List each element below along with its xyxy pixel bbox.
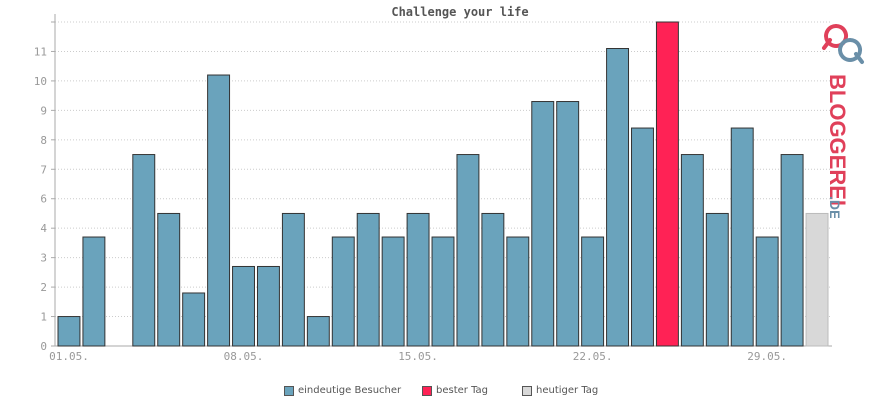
legend-label-today: heutiger Tag <box>536 385 599 396</box>
bar <box>381 236 405 347</box>
bar <box>306 316 330 347</box>
bar <box>132 154 156 347</box>
y-tick-label: 1 <box>40 311 47 324</box>
bar <box>331 236 355 347</box>
bar <box>631 127 654 347</box>
bar <box>680 154 704 347</box>
bar-today <box>805 212 829 347</box>
bloggerei-logo[interactable]: BLOGGEREI .DE <box>806 18 870 218</box>
y-tick-label: 10 <box>34 75 47 88</box>
bar <box>606 48 630 347</box>
x-tick-label: 15.05. <box>398 350 438 363</box>
bar <box>406 212 430 347</box>
bar <box>256 265 280 347</box>
bar <box>481 212 505 347</box>
legend-label-visitors: eindeutige Besucher <box>298 385 402 396</box>
legend-swatch-visitors <box>284 386 294 396</box>
bar <box>281 212 305 347</box>
y-tick-label: 8 <box>40 134 47 147</box>
bar <box>780 154 804 347</box>
bar <box>730 127 754 347</box>
x-tick-label: 22.05. <box>573 350 613 363</box>
x-tick-label: 08.05. <box>224 350 264 363</box>
y-tick-label: 3 <box>40 252 47 265</box>
legend-swatch-today <box>522 386 532 396</box>
bar <box>755 236 779 347</box>
bloggerei-logo-icon <box>822 24 864 64</box>
legend: eindeutige Besucher bester Tag heutiger … <box>0 384 870 398</box>
bar <box>456 154 480 347</box>
bar <box>705 212 729 347</box>
chart-title: Challenge your life <box>391 5 528 19</box>
x-tick-labels: 01.05. 08.05. 15.05. 22.05. 29.05. <box>49 350 787 363</box>
legend-swatch-best <box>422 386 432 396</box>
bar <box>506 236 530 347</box>
bar-best-day <box>655 21 679 347</box>
bar <box>57 316 81 347</box>
bar <box>431 236 455 347</box>
bars <box>57 21 829 347</box>
legend-item-best: bester Tag <box>422 384 488 398</box>
legend-label-best: bester Tag <box>436 385 489 396</box>
y-tick-label: 9 <box>40 104 47 117</box>
bar <box>581 236 605 347</box>
bar <box>556 101 580 347</box>
bar <box>157 212 181 347</box>
bloggerei-logo-graphic: BLOGGEREI .DE <box>822 24 864 218</box>
legend-item-visitors: eindeutige Besucher <box>284 384 401 398</box>
bar <box>82 236 106 347</box>
y-tick-label: 6 <box>40 193 47 206</box>
y-tick-label: 11 <box>34 45 47 58</box>
bar <box>232 265 255 347</box>
bar <box>531 101 555 347</box>
y-tick-label: 0 <box>40 340 47 353</box>
bar <box>207 74 231 347</box>
bloggerei-logo-text: BLOGGEREI <box>825 74 850 206</box>
bloggerei-logo-suffix: .DE <box>827 196 843 218</box>
x-tick-label: 29.05. <box>747 350 787 363</box>
x-tick-label: 01.05. <box>49 350 89 363</box>
y-tick-label: 7 <box>40 163 47 176</box>
legend-item-today: heutiger Tag <box>522 384 598 398</box>
y-tick-labels: 0 1 2 3 4 6 7 8 9 10 11 <box>34 45 48 353</box>
bar <box>182 292 206 347</box>
y-tick-label: 2 <box>40 281 47 294</box>
y-tick-label: 4 <box>40 222 47 235</box>
bar <box>356 212 380 347</box>
